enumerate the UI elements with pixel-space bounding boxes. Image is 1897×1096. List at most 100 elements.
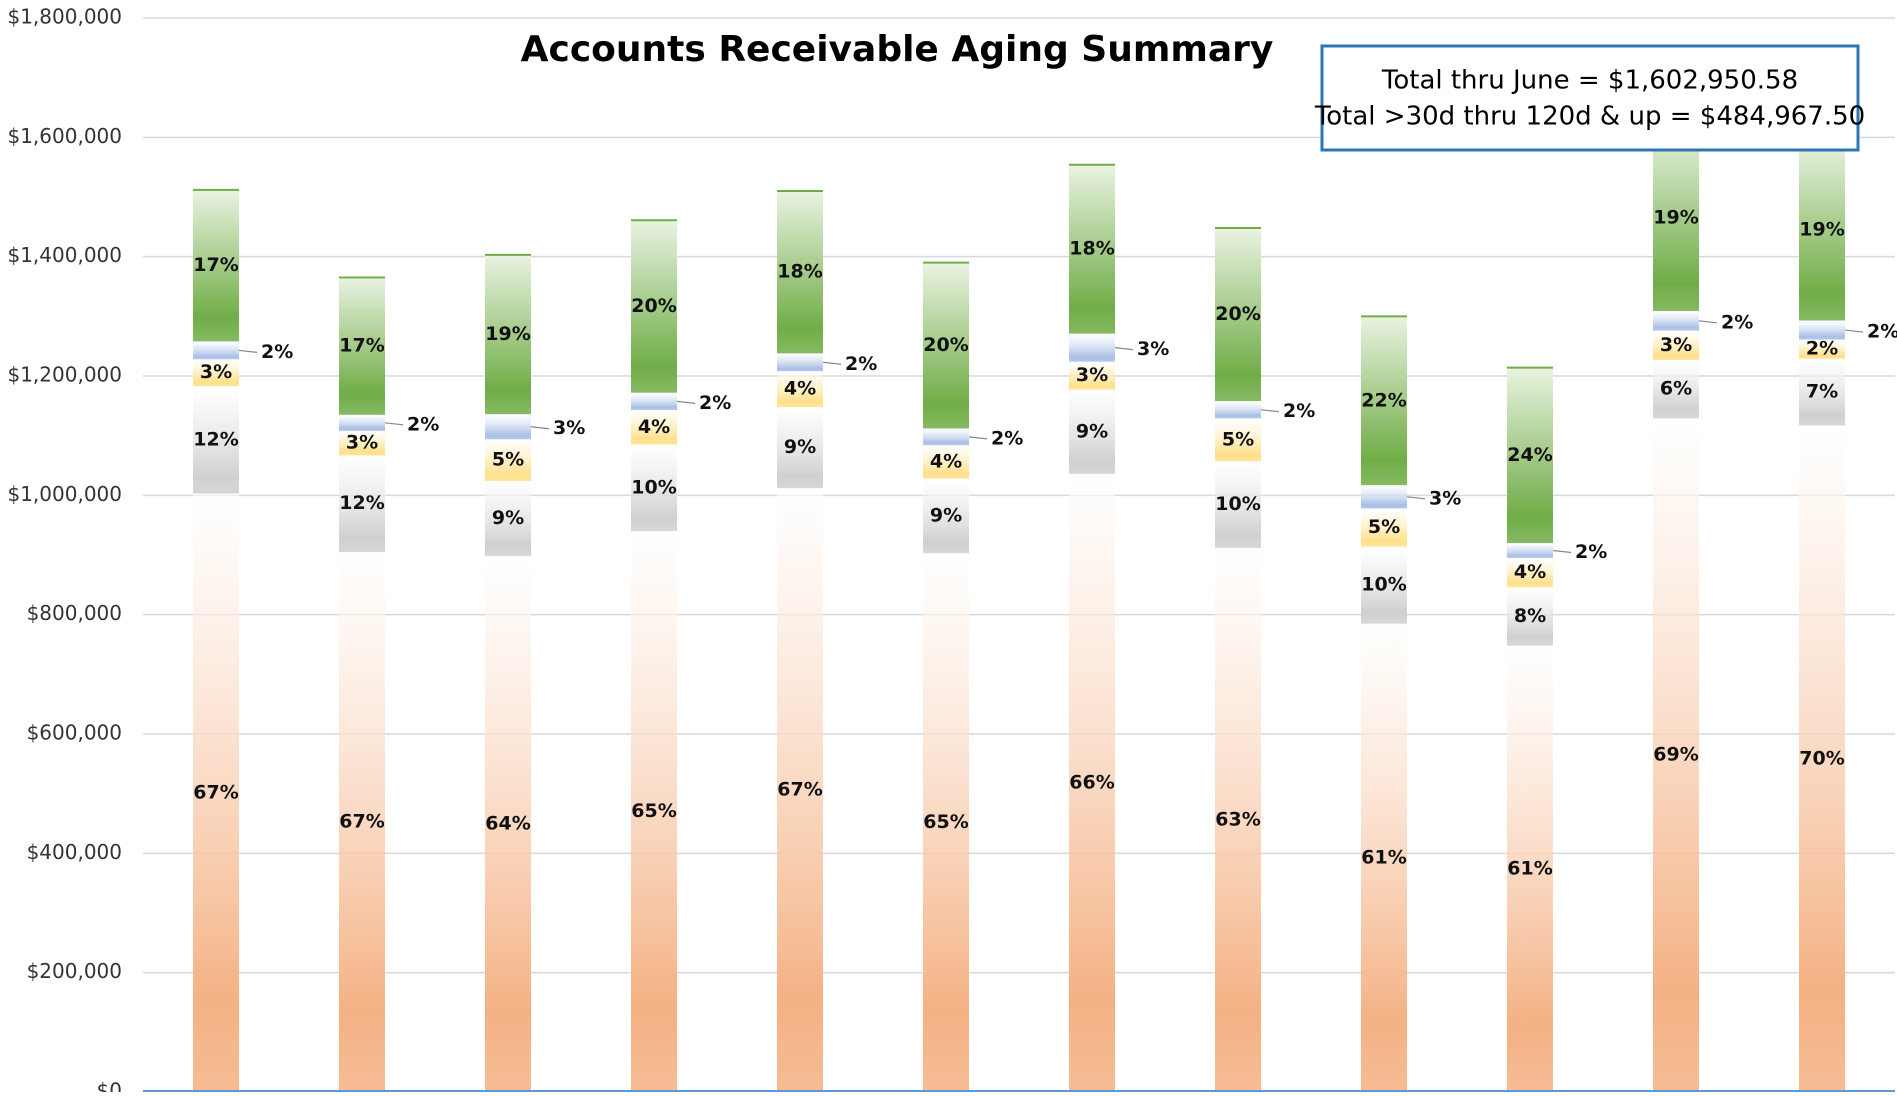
bar-segment — [339, 277, 385, 415]
data-label: 67% — [339, 811, 384, 833]
bar-segment — [1507, 587, 1553, 646]
leader-line — [238, 349, 258, 353]
data-label: 3% — [1137, 338, 1169, 360]
bar-segment — [193, 386, 239, 494]
bar-segment — [1799, 320, 1845, 340]
bar-segment — [485, 556, 531, 1092]
leader-line — [1698, 320, 1718, 324]
data-label: 2% — [1721, 311, 1753, 333]
data-label: 2% — [1806, 338, 1838, 360]
data-label: 20% — [631, 295, 676, 317]
annotation: Total >30d thru 120d & up = $484,967.50 — [1314, 102, 1865, 132]
y-tick-label: $600,000 — [27, 721, 122, 745]
bar-segment — [777, 191, 823, 354]
y-tick-label: $0 — [97, 1079, 122, 1093]
y-tick-label: $1,400,000 — [7, 243, 122, 267]
data-label: 2% — [1283, 400, 1315, 422]
data-label: 8% — [1514, 605, 1546, 627]
bar-segment — [1215, 547, 1261, 1092]
bar-segment — [777, 488, 823, 1092]
bar-segment — [339, 430, 385, 456]
data-label: 3% — [1076, 364, 1108, 386]
data-label: 17% — [339, 335, 384, 357]
data-label: 22% — [1361, 389, 1406, 411]
data-label: 9% — [930, 504, 962, 526]
data-label: 67% — [193, 781, 238, 803]
bar-segment — [193, 189, 239, 342]
bar-segment — [1069, 164, 1115, 334]
bar-segment — [1069, 473, 1115, 1092]
leader-line — [1552, 549, 1572, 554]
leader-line — [1406, 496, 1426, 500]
data-label: 19% — [1653, 207, 1698, 229]
data-label: 3% — [553, 417, 585, 439]
data-label: 63% — [1215, 808, 1260, 830]
data-label: 7% — [1806, 381, 1838, 403]
bar-segment — [1361, 508, 1407, 547]
bar-segment — [1507, 645, 1553, 1092]
bar-segment — [631, 410, 677, 445]
bar-segment — [193, 493, 239, 1092]
bar-segment — [631, 220, 677, 393]
bar-segment — [193, 359, 239, 387]
data-label: 10% — [631, 476, 676, 498]
data-label: 67% — [777, 779, 822, 801]
bar-segment — [1507, 543, 1553, 558]
data-label: 2% — [1575, 541, 1607, 563]
bar-segment — [1653, 125, 1699, 311]
leader-line — [1844, 329, 1864, 333]
data-label: 61% — [1507, 857, 1552, 879]
bar-segment — [485, 481, 531, 557]
leader-line — [822, 361, 842, 365]
bar-segment — [1361, 485, 1407, 509]
data-label: 10% — [1361, 574, 1406, 596]
bar-segment — [777, 371, 823, 408]
bar-segment — [1653, 418, 1699, 1092]
bar-segment — [339, 455, 385, 553]
data-label: 2% — [261, 341, 293, 363]
y-tick-label: $1,800,000 — [7, 5, 122, 29]
data-label: 69% — [1653, 744, 1698, 766]
y-tick-label: $1,000,000 — [7, 482, 122, 506]
bar-segment — [1215, 461, 1261, 548]
data-label: 2% — [845, 353, 877, 375]
data-label: 2% — [699, 392, 731, 414]
bar-segment — [1069, 333, 1115, 362]
bar-segment — [777, 353, 823, 372]
data-label: 3% — [200, 361, 232, 383]
data-label: 20% — [923, 334, 968, 356]
data-label: 24% — [1507, 444, 1552, 466]
data-label: 2% — [407, 413, 439, 435]
y-tick-label: $800,000 — [27, 601, 122, 625]
bar-segment — [923, 428, 969, 446]
data-label: 2% — [1867, 321, 1897, 343]
data-label: 9% — [492, 507, 524, 529]
leader-line — [1114, 347, 1134, 351]
y-tick-label: $1,200,000 — [7, 363, 122, 387]
bar-segment — [1799, 358, 1845, 426]
bar-segment — [1799, 139, 1845, 321]
bar-segment — [1799, 339, 1845, 359]
data-label: 20% — [1215, 303, 1260, 325]
leader-line — [530, 426, 550, 430]
y-tick-label: $1,600,000 — [7, 124, 122, 148]
data-label: 70% — [1799, 747, 1844, 769]
data-label: 5% — [492, 449, 524, 471]
bar-segment — [339, 552, 385, 1092]
bar-segment — [339, 414, 385, 431]
chart-title: Accounts Receivable Aging Summary — [521, 29, 1274, 70]
data-label: 19% — [1799, 219, 1844, 241]
bar-segment — [1507, 557, 1553, 588]
bar-segment — [923, 262, 969, 429]
bar-segment — [1069, 361, 1115, 390]
data-label: 18% — [777, 261, 822, 283]
data-label: 61% — [1361, 846, 1406, 868]
bar-segment — [485, 254, 531, 415]
data-label: 65% — [631, 800, 676, 822]
bar-segment — [1361, 623, 1407, 1092]
leader-line — [676, 400, 696, 404]
data-label: 4% — [1514, 561, 1546, 583]
data-label: 64% — [485, 813, 530, 835]
leader-line — [968, 436, 988, 440]
